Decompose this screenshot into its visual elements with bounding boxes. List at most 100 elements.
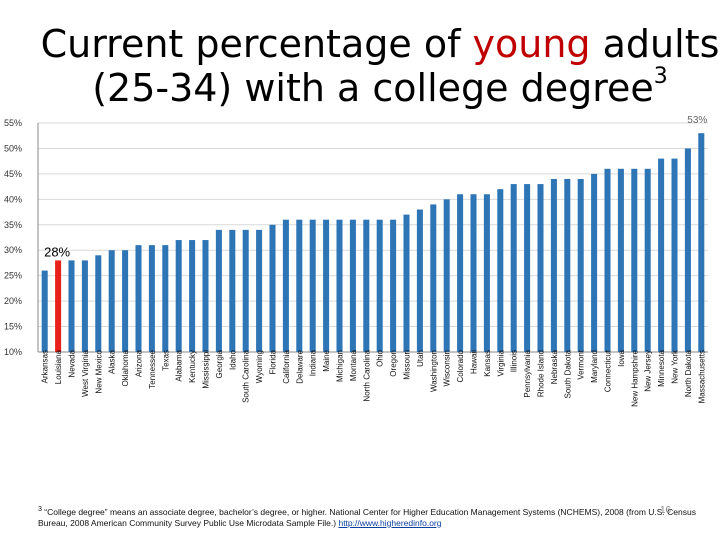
bar-louisiana xyxy=(55,260,62,352)
title-text-after: adults xyxy=(590,22,720,66)
x-category-label: Illinois xyxy=(510,350,519,372)
bar-arizona xyxy=(135,245,142,352)
x-category-label: Kentucky xyxy=(188,350,197,383)
x-category-label: Virginia xyxy=(496,349,505,376)
bar-north-dakota xyxy=(684,148,691,352)
bar-connecticut xyxy=(604,168,611,352)
bar-iowa xyxy=(617,168,624,352)
x-category-label: New York xyxy=(671,349,680,384)
x-category-label: Louisiana xyxy=(54,349,63,384)
x-axis-category-labels: Arkansas Louisiana Nevada West Virginia New … xyxy=(41,349,707,407)
title-text-before: Current percentage of xyxy=(40,22,473,66)
x-category-label: Utah xyxy=(416,350,425,367)
x-category-label: Washington xyxy=(429,350,438,392)
footnote: 3 “College degree” means an associate de… xyxy=(38,504,713,529)
x-category-label: New Mexico xyxy=(94,349,103,393)
x-category-label: Arkansas xyxy=(41,350,50,383)
x-category-label: South Dakota xyxy=(563,349,572,398)
data-annotations: 28% 53% xyxy=(44,115,707,259)
title-superscript: 3 xyxy=(653,64,668,89)
x-category-label: Hawaii xyxy=(470,350,479,374)
x-category-label: Nebraska xyxy=(550,349,559,384)
bar-minnesota xyxy=(658,158,665,352)
x-category-label: Idaho xyxy=(228,349,237,370)
y-tick-label: 40% xyxy=(4,194,22,204)
x-category-label: Maine xyxy=(322,349,331,371)
bar-new-jersey xyxy=(644,168,651,352)
bar-wyoming xyxy=(256,229,263,352)
y-tick-label: 55% xyxy=(4,118,22,128)
bar-colorado xyxy=(457,194,464,352)
x-category-label: Texas xyxy=(161,350,170,371)
bar-florida xyxy=(269,224,276,352)
bar-kansas xyxy=(483,194,490,352)
bar-vermont xyxy=(577,178,584,352)
bar-new-hampshire xyxy=(631,168,638,352)
x-category-label: Wyoming xyxy=(255,350,264,383)
y-tick-label: 30% xyxy=(4,245,22,255)
bar-washington xyxy=(430,204,437,352)
title-highlight-young: young xyxy=(472,22,591,66)
bar-nevada xyxy=(68,260,75,352)
y-tick-label: 45% xyxy=(4,169,22,179)
x-category-label: New Jersey xyxy=(644,350,653,392)
bar-chart: 10% 15% 20% 25% 30% 35% 40% 45% 50% 55% Arkansas L… xyxy=(4,115,708,407)
bar-virginia xyxy=(497,189,504,352)
bar-delaware xyxy=(296,219,303,352)
x-category-label: Delaware xyxy=(295,349,304,383)
x-category-label: Mississippi xyxy=(202,350,211,389)
x-category-label: Oklahoma xyxy=(121,349,130,386)
y-tick-label: 25% xyxy=(4,271,22,281)
bar-maryland xyxy=(591,173,598,352)
bar-rhode-island xyxy=(537,184,544,352)
x-category-label: Vermont xyxy=(577,349,586,380)
bar-idaho xyxy=(229,229,236,352)
bar-michigan xyxy=(336,219,343,352)
bar-georgia xyxy=(215,229,222,352)
bar-new-york xyxy=(671,158,678,352)
bar-alaska xyxy=(108,250,115,352)
x-category-label: Colorado xyxy=(456,349,465,382)
x-category-label: Kansas xyxy=(483,350,492,377)
x-category-label: North Dakota xyxy=(684,349,693,397)
bar-south-dakota xyxy=(564,178,571,352)
x-category-label: North Carolina xyxy=(362,349,371,401)
bar-illinois xyxy=(510,184,517,352)
x-category-label: Rhode Island xyxy=(537,350,546,397)
x-category-label: Pennsylvania xyxy=(523,349,532,397)
x-category-label: Massachusetts xyxy=(697,350,706,403)
page-number: 16 xyxy=(660,505,672,516)
footnote-marker: 3 xyxy=(38,505,42,513)
bar-new-mexico xyxy=(95,255,102,352)
x-category-label: New Hampshire xyxy=(630,349,639,406)
y-tick-label: 10% xyxy=(4,347,22,357)
footnote-link[interactable]: http://www.higheredinfo.org xyxy=(338,517,442,528)
x-category-label: Alabama xyxy=(175,349,184,381)
bar-north-carolina xyxy=(363,219,370,352)
y-tick-label: 35% xyxy=(4,220,22,230)
bar-oregon xyxy=(390,219,397,352)
bar-mississippi xyxy=(202,240,209,352)
x-category-label: Wisconsin xyxy=(443,350,452,386)
x-category-label: Georgia xyxy=(215,349,224,378)
bar-tennessee xyxy=(148,245,155,352)
bar-west-virginia xyxy=(81,260,88,352)
bar-south-carolina xyxy=(242,229,249,352)
bar-kentucky xyxy=(189,240,196,352)
x-category-label: Alaska xyxy=(108,349,117,374)
bar-oklahoma xyxy=(122,250,129,352)
x-category-label: California xyxy=(282,349,291,383)
bar-indiana xyxy=(309,219,316,352)
x-category-label: Florida xyxy=(269,349,278,374)
bar-nebraska xyxy=(550,178,557,352)
slide-title: Current percentage of young adults (25-3… xyxy=(40,22,720,110)
annotation-massachusetts: 53% xyxy=(687,115,707,126)
x-category-label: Minnesota xyxy=(657,349,666,386)
x-category-label: Nevada xyxy=(68,349,77,377)
bar-ohio xyxy=(376,219,383,352)
title-line-2: (25-34) with a college degree xyxy=(92,66,654,110)
bar-texas xyxy=(162,245,169,352)
y-axis-tick-labels: 10% 15% 20% 25% 30% 35% 40% 45% 50% 55% xyxy=(4,118,22,357)
bar-california xyxy=(282,219,289,352)
x-category-label: South Carolina xyxy=(242,349,251,402)
